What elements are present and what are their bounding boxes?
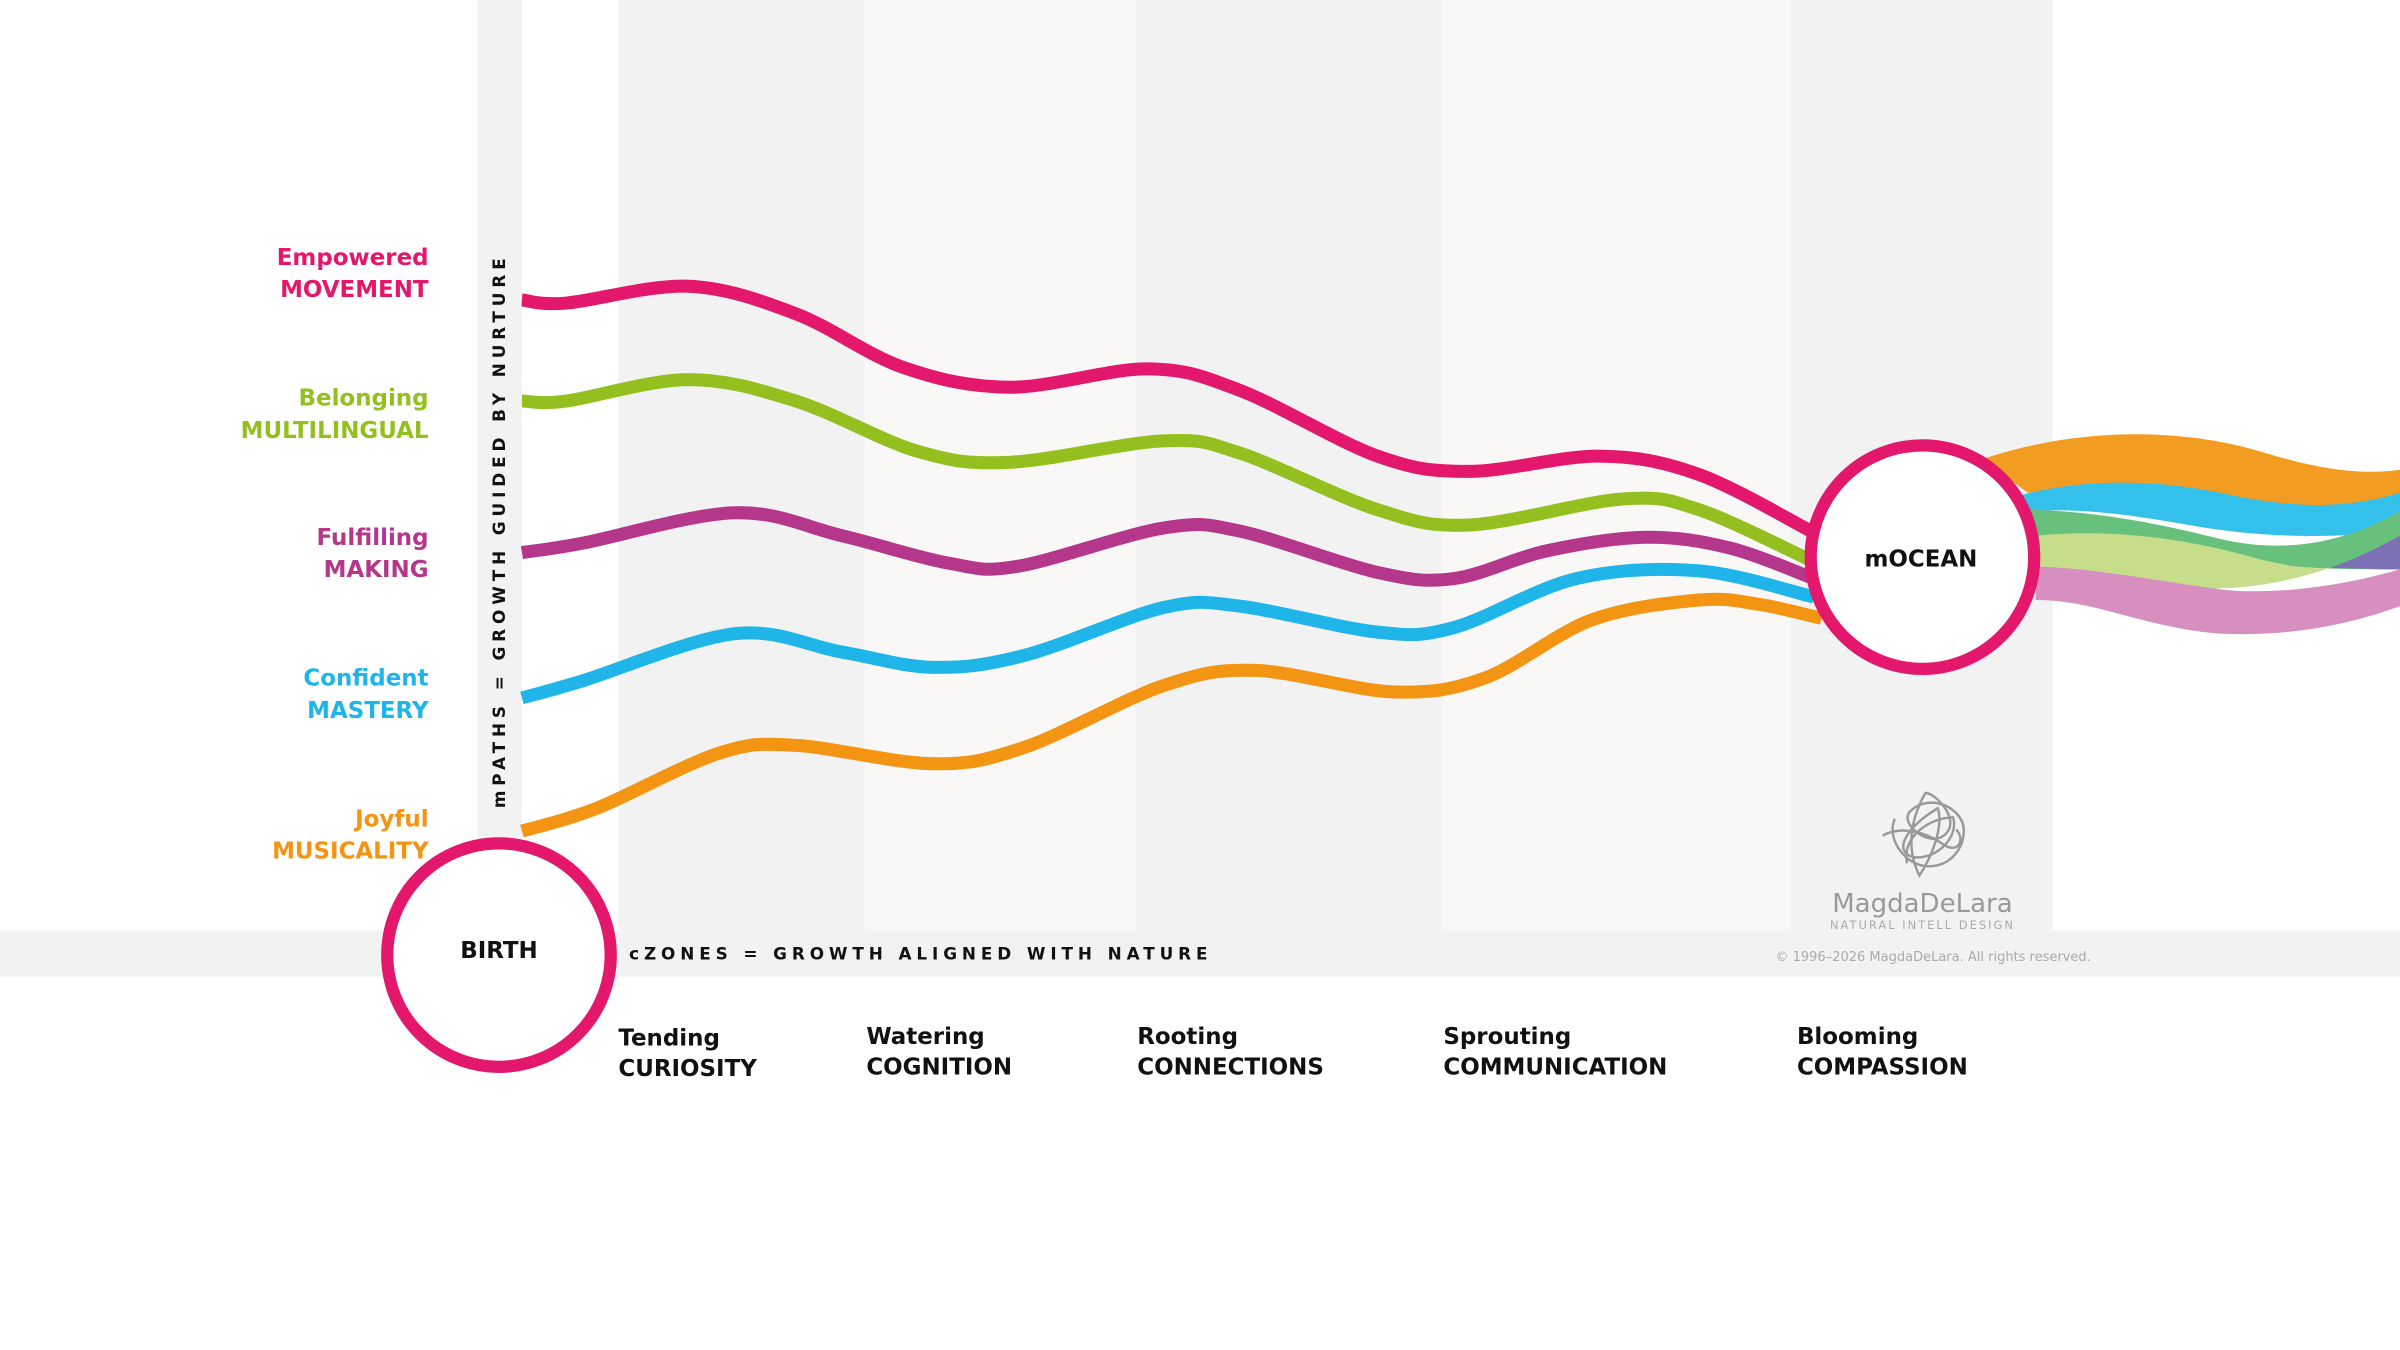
path-labels: Empowered MOVEMENT Belonging MULTILINGUA… [241, 245, 429, 865]
zone-name: COMMUNICATION [1443, 1054, 1667, 1080]
path-name: MULTILINGUAL [241, 418, 429, 444]
path-adjective: Joyful [353, 807, 428, 833]
path-name: MOVEMENT [280, 277, 429, 303]
ocean-node: mOCEAN [1804, 439, 2041, 675]
path-name: MUSICALITY [272, 839, 429, 865]
ribbon-purple [2329, 535, 2400, 570]
logo-tagline: NATURAL INTELL DESIGN [1830, 918, 2015, 932]
zone-verb: Rooting [1137, 1024, 1238, 1050]
czones-caption: cZONES = GROWTH ALIGNED WITH NATURE [629, 944, 1212, 964]
mpath-line-making [520, 506, 1817, 587]
mpaths-strip [477, 0, 522, 931]
magdadelara-logo: MagdaDeLara NATURAL INTELL DESIGN [1830, 791, 2015, 932]
mpath-line-movement [521, 279, 1817, 539]
scribble-logo-icon [1882, 791, 1965, 878]
path-adjective: Confident [303, 666, 428, 692]
zone-labels: Tending CURIOSITY Watering COGNITION Roo… [618, 1024, 1967, 1082]
zone-name: COMPASSION [1797, 1054, 1968, 1080]
mpath-line-musicality [520, 592, 1823, 838]
ocean-label: mOCEAN [1864, 546, 1977, 572]
path-name: MAKING [324, 557, 429, 583]
birth-label: BIRTH [460, 938, 537, 964]
zone-verb: Blooming [1797, 1024, 1918, 1050]
ocean-ribbons [1982, 434, 2400, 635]
ribbon-pink [2035, 566, 2400, 635]
path-name: MASTERY [307, 698, 429, 724]
zone-verb: Tending [618, 1025, 720, 1051]
zone-name: CURIOSITY [618, 1056, 757, 1082]
mpaths-caption: mPATHS = GROWTH GUIDED BY NURTURE [489, 253, 509, 808]
zone-verb: Sprouting [1443, 1024, 1571, 1050]
ribbon-green [2028, 509, 2400, 570]
mpath-line-mastery [520, 562, 1816, 705]
copyright: © 1996–2026 MagdaDeLara. All rights rese… [1775, 950, 2090, 965]
zone-bg-curiosity [618, 0, 865, 931]
zone-name: CONNECTIONS [1137, 1054, 1324, 1080]
logo-name: MagdaDeLara [1832, 889, 2012, 919]
ribbon-blue [2017, 482, 2400, 536]
zone-name: COGNITION [866, 1054, 1012, 1080]
ribbon-orange [1982, 434, 2400, 507]
mpath-lines [520, 279, 1823, 838]
zone-verb: Watering [866, 1024, 984, 1050]
path-adjective: Belonging [299, 386, 429, 412]
path-adjective: Empowered [277, 245, 429, 271]
birth-node: BIRTH [381, 837, 617, 1073]
mpath-line-multilingual [521, 373, 1817, 568]
path-adjective: Fulfilling [317, 525, 429, 551]
